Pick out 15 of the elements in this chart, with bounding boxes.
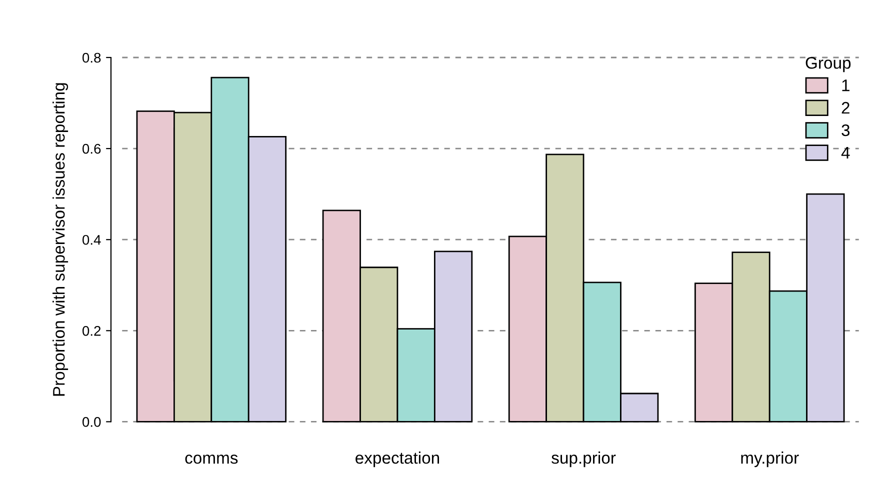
y-tick-label: 0.0	[82, 417, 101, 427]
legend-label: 1	[842, 80, 850, 92]
legend-label: 2	[842, 102, 850, 114]
y-tick-label: 0.6	[82, 144, 101, 154]
y-tick-label: 0.4	[82, 234, 101, 245]
x-tick-label: comms	[185, 454, 238, 464]
x-tick-label: my.prior	[741, 452, 799, 468]
x-tick-label: sup.prior	[552, 452, 616, 468]
x-tick-label: expectation	[356, 452, 440, 468]
legend-label: 4	[841, 147, 850, 158]
legend-title: Group	[806, 57, 851, 72]
y-tick-label: 0.8	[82, 52, 101, 63]
legend-label: 3	[842, 124, 850, 136]
y-axis-title: Proportion with supervisor issues reporting	[52, 83, 68, 396]
y-tick-label: 0.2	[82, 326, 101, 336]
